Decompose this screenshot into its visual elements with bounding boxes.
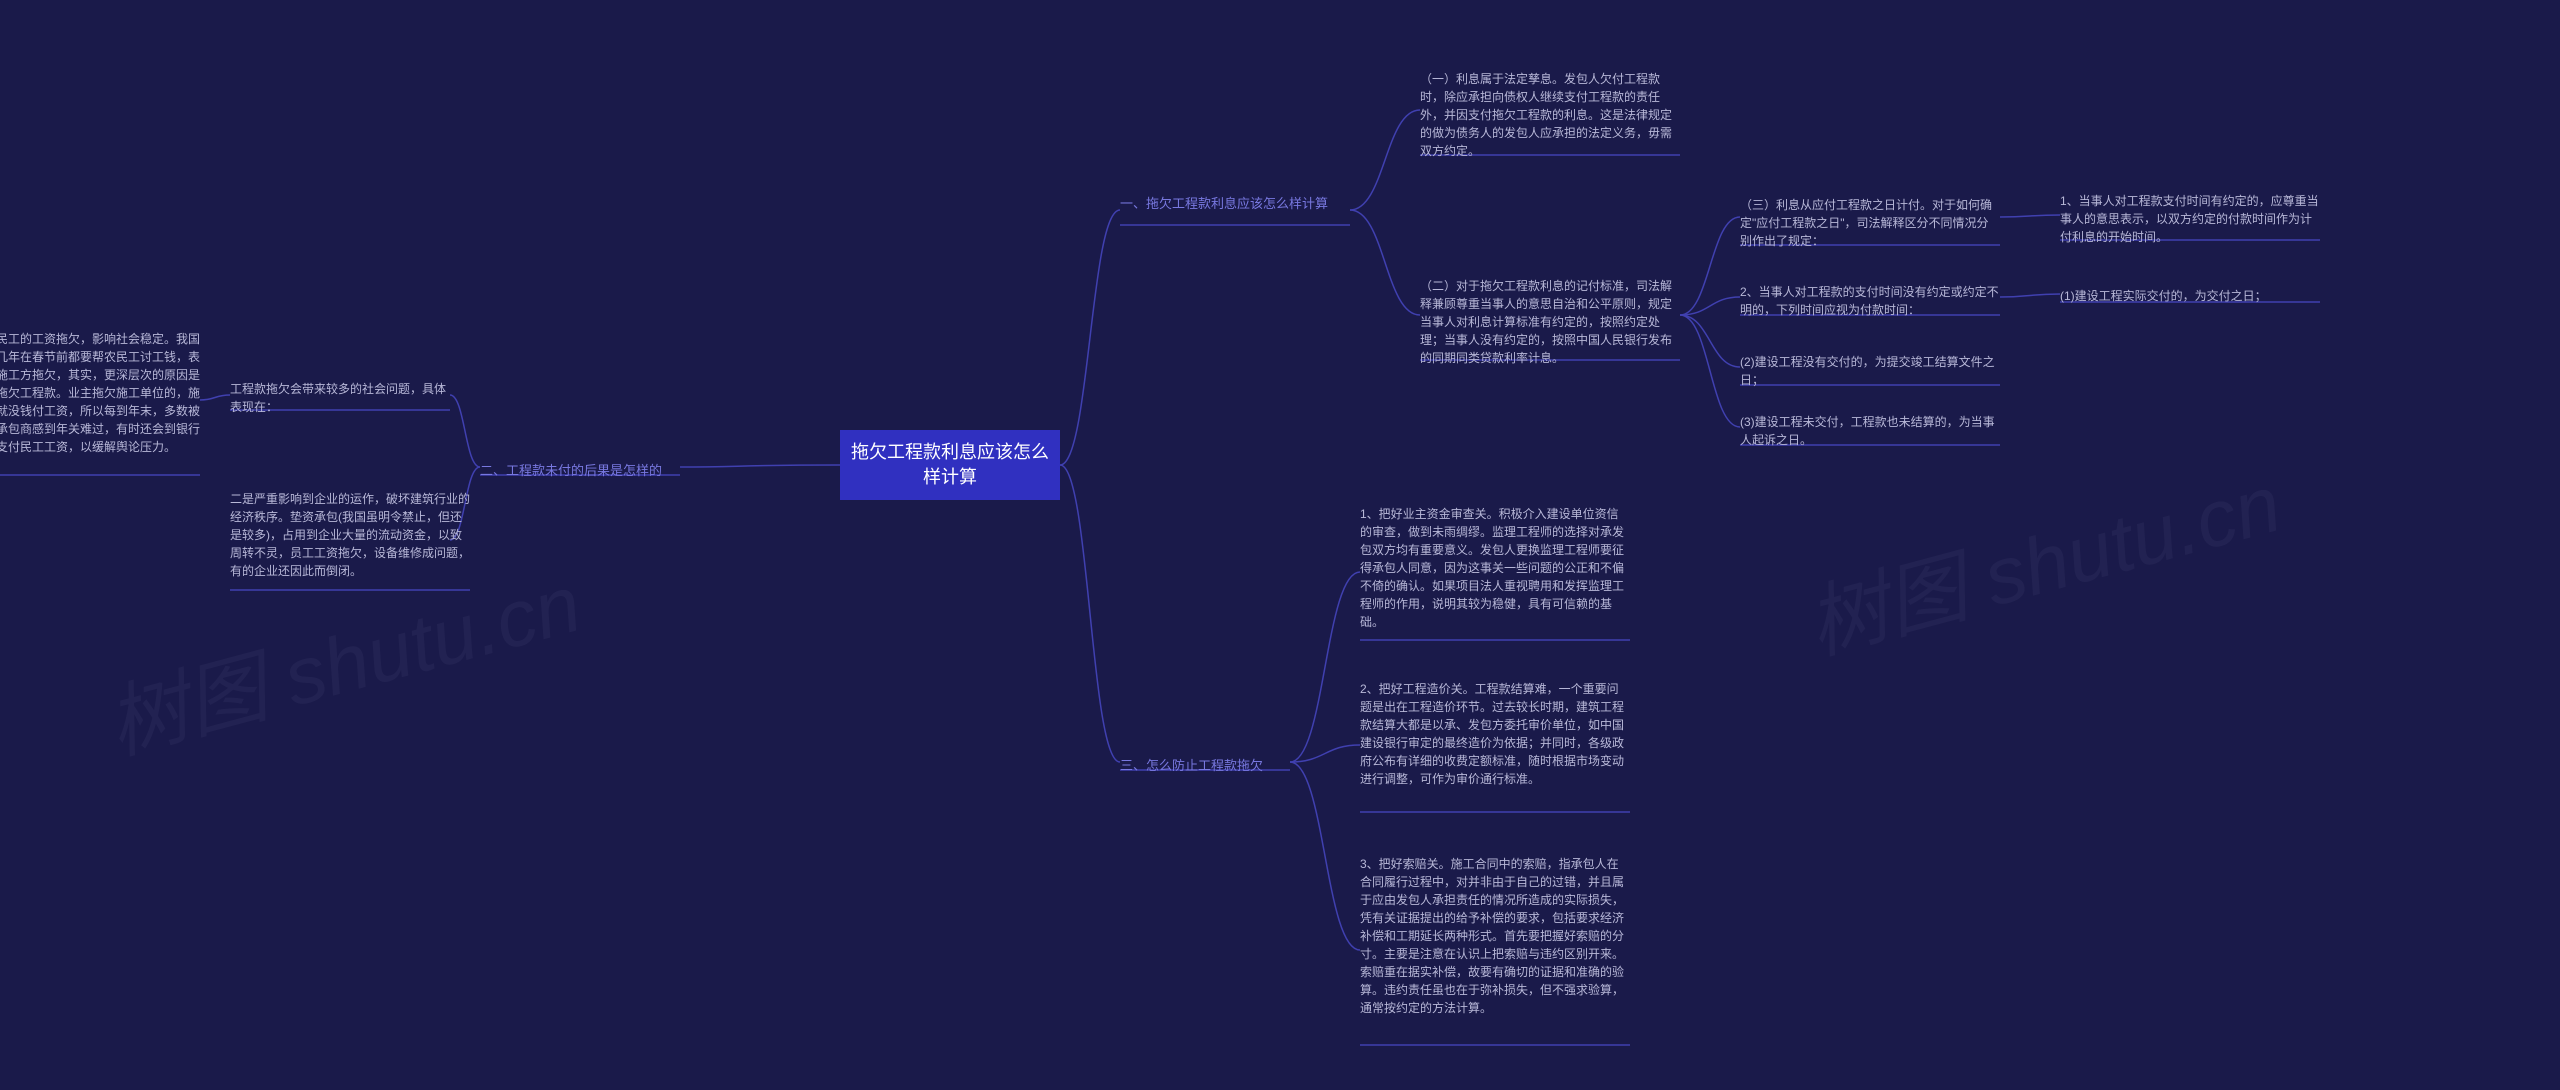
node-b1-2-2: 2、当事人对工程款的支付时间没有约定或约定不明的，下列时间应视为付款时间： (1740, 283, 2000, 319)
node-b1-2: （二）对于拖欠工程款利息的记付标准，司法解释兼顾尊重当事人的意思自治和公平原则，… (1420, 277, 1680, 367)
watermark: 树图 shutu.cn (1793, 439, 2291, 676)
node-b1-1: （一）利息属于法定孳息。发包人欠付工程款时，除应承担向债权人继续支付工程款的责任… (1420, 70, 1680, 160)
node-b2-0: 工程款拖欠会带来较多的社会问题，具体表现在： (230, 380, 450, 416)
node-b1-2-1: （三）利息从应付工程款之日计付。对于如何确定"应付工程款之日"，司法解释区分不同… (1740, 196, 2000, 250)
node-b3-1: 1、把好业主资金审查关。积极介入建设单位资信的审查，做到未雨绸缪。监理工程师的选… (1360, 505, 1630, 631)
node-b1-2-4: (3)建设工程未交付，工程款也未结算的，为当事人起诉之日。 (1740, 413, 2000, 449)
branch-2[interactable]: 二、工程款未付的后果是怎样的 (480, 460, 680, 479)
root-node[interactable]: 拖欠工程款利息应该怎么样计算 (840, 430, 1060, 500)
node-b1-2-2-1: (1)建设工程实际交付的，为交付之日； (2060, 287, 2320, 305)
node-b2-0-2: 二是严重影响到企业的运作，破坏建筑行业的经济秩序。垫资承包(我国虽明令禁止，但还… (230, 490, 470, 580)
branch-1[interactable]: 一、拖欠工程款利息应该怎么样计算 (1120, 193, 1350, 212)
branch-3[interactable]: 三、怎么防止工程款拖欠 (1120, 755, 1290, 774)
node-b1-2-3: (2)建设工程没有交付的，为提交竣工结算文件之日； (1740, 353, 2000, 389)
node-b1-2-1-1: 1、当事人对工程款支付时间有约定的，应尊重当事人的意思表示，以双方约定的付款时间… (2060, 192, 2320, 246)
node-b2-0-1: 一是农民工的工资拖欠，影响社会稳定。我国政府前几年在春节前都要帮农民工讨工钱，表… (0, 330, 200, 456)
node-b3-2: 2、把好工程造价关。工程款结算难，一个重要问题是出在工程造价环节。过去较长时期，… (1360, 680, 1630, 788)
node-b3-3: 3、把好索赔关。施工合同中的索赔，指承包人在合同履行过程中，对并非由于自己的过错… (1360, 855, 1630, 1017)
